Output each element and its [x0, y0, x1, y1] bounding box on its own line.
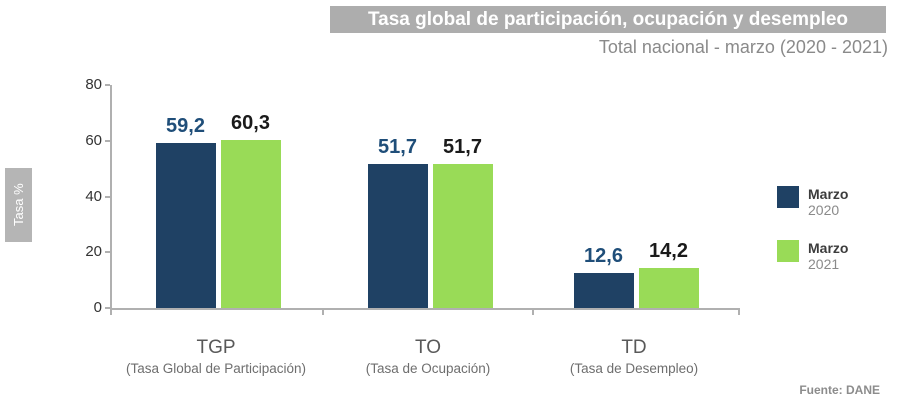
x-axis-tick	[532, 310, 534, 315]
x-category-fullname: (Tasa de Desempleo)	[569, 361, 699, 376]
x-category-abbr: TO	[414, 337, 442, 358]
value-label-to-marzo-2021: 51,7	[443, 136, 482, 158]
y-axis-tick-label: 0	[93, 299, 102, 316]
legend: Marzo 2020 Marzo 2021	[777, 186, 848, 294]
chart-title: Tasa global de participación, ocupación …	[330, 6, 886, 33]
y-axis-tick	[105, 139, 110, 142]
x-axis-tick	[322, 310, 324, 315]
plot-area: 0 20 40 60 80 59,2 60,3 51,7 51,7 12,6 14,2	[85, 76, 740, 316]
x-axis-labels: TGP (Tasa Global de Participación) TO (Tasa…	[110, 336, 738, 386]
legend-text: Marzo 2021	[808, 240, 848, 273]
bar-td-marzo-2020	[573, 273, 634, 308]
x-axis-tick	[110, 310, 112, 315]
y-axis-tick-label: 20	[85, 243, 102, 261]
bar-td-marzo-2021	[638, 268, 699, 308]
legend-year: 2021	[808, 256, 840, 272]
y-axis-tick	[105, 84, 110, 86]
legend-label: Marzo	[808, 240, 849, 256]
bar-to-marzo-2020	[367, 164, 428, 308]
legend-item-marzo-2021: Marzo 2021	[777, 240, 848, 273]
x-axis-tick	[738, 310, 740, 315]
legend-year: 2020	[808, 202, 840, 218]
bar-tgp-marzo-2021	[220, 140, 281, 308]
y-axis-tick-label: 40	[85, 187, 102, 205]
legend-swatch-2021-icon	[777, 240, 799, 262]
y-axis-title: Tasa %	[5, 168, 32, 242]
value-label-tgp-marzo-2020: 59,2	[166, 115, 205, 137]
legend-text: Marzo 2020	[808, 186, 848, 219]
value-label-td-marzo-2020: 12,6	[584, 245, 623, 267]
y-axis-tick	[105, 251, 110, 254]
chart-subtitle: Total nacional - marzo (2020 - 2021)	[598, 37, 888, 57]
value-label-td-marzo-2021: 14,2	[649, 240, 688, 262]
x-category-label-to: TO (Tasa de Ocupación)	[298, 336, 558, 378]
x-category-abbr: TD	[621, 337, 647, 358]
value-label-to-marzo-2020: 51,7	[378, 136, 417, 158]
y-axis-tick	[105, 307, 110, 309]
legend-item-marzo-2020: Marzo 2020	[777, 186, 848, 219]
bar-tgp-marzo-2020	[155, 143, 216, 308]
value-label-tgp-marzo-2021: 60,3	[231, 112, 270, 134]
x-category-label-tgp: TGP (Tasa Global de Participación)	[86, 336, 346, 378]
legend-label: Marzo	[808, 186, 849, 202]
x-category-label-td: TD (Tasa de Desempleo)	[504, 336, 764, 378]
bar-to-marzo-2021	[432, 164, 493, 308]
y-axis-tick	[105, 195, 110, 198]
source-note: Fuente: DANE	[799, 383, 880, 397]
x-category-abbr: TGP	[196, 337, 236, 358]
legend-swatch-2020-icon	[777, 186, 799, 208]
x-category-fullname: (Tasa de Ocupación)	[365, 361, 491, 376]
x-category-fullname: (Tasa Global de Participación)	[125, 361, 307, 376]
y-axis-tick-label: 60	[85, 131, 102, 149]
y-axis-tick-label: 80	[85, 76, 102, 93]
